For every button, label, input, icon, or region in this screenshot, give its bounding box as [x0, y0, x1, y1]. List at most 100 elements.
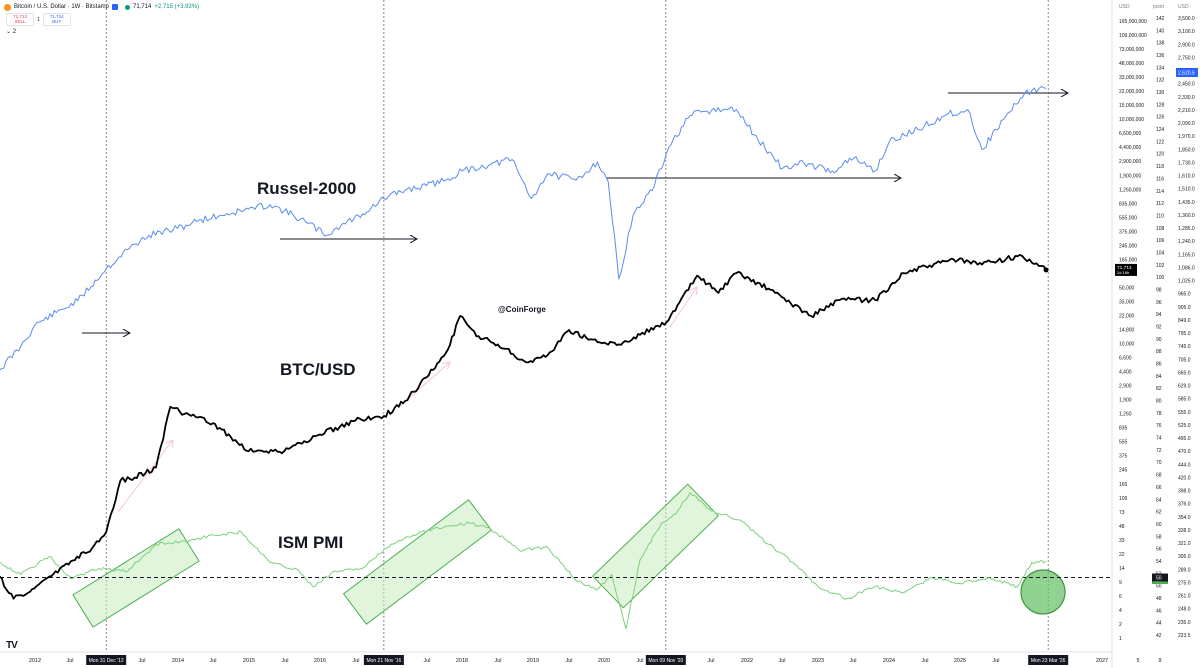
left-tick-label: 165,000,000	[1119, 19, 1147, 25]
pmi-tick-label: 132	[1156, 78, 1165, 84]
russell-tick-label: 495.0	[1178, 436, 1191, 442]
russell-tick-label: 321.0	[1178, 541, 1191, 547]
symbol-title[interactable]: Bitcoin / U.S. Dollar · 1W · Bitstamp	[14, 4, 110, 10]
btc-badge-value: 71,714	[1117, 265, 1132, 271]
highlight-circle	[1020, 569, 1066, 615]
left-tick-label: 48,000,000	[1119, 61, 1144, 67]
pmi-tick-label: 66	[1156, 485, 1162, 491]
x-tick-label: Jul	[992, 658, 999, 664]
russell-tick-label: 905.0	[1178, 305, 1191, 311]
symbol-header[interactable]: Bitcoin / U.S. Dollar · 1W · Bitstamp 71…	[4, 2, 199, 12]
trend-arrow-2	[669, 287, 697, 328]
left-tick-label: 9	[1119, 580, 1122, 586]
trade-buttons: 71,713 SELL 1 71,714 BUY	[6, 13, 71, 26]
pmi-tick-label: 42	[1156, 633, 1162, 639]
russell-tick-label: 1,610.0	[1178, 174, 1195, 180]
btc-badge	[1115, 263, 1137, 276]
tradingview-logo[interactable]: TV	[6, 640, 18, 651]
pmi-tick-label: 46	[1156, 608, 1162, 614]
left-tick-label: 33,000	[1119, 299, 1135, 305]
russell-tick-label: 629.0	[1178, 384, 1191, 390]
sell-button[interactable]: 71,713 SELL	[6, 13, 34, 26]
highlight-box-2	[591, 483, 720, 609]
russell-badge-value: 2,520.5	[1178, 71, 1195, 77]
btc-line	[0, 254, 1047, 600]
pmi-axis-unit: point	[1153, 4, 1164, 10]
russell-tick-label: 223.5	[1178, 633, 1191, 639]
russell-tick-label: 1,970.0	[1178, 134, 1195, 140]
date-badge-label: Mon 21 Nov '16	[366, 658, 401, 664]
pmi-highlight-boxes[interactable]	[72, 483, 1066, 628]
russell-tick-label: 376.0	[1178, 502, 1191, 508]
russell-tick-label: 2,330.0	[1178, 95, 1195, 101]
russell-tick-label: 470.0	[1178, 449, 1191, 455]
buy-price: 71,714	[49, 14, 64, 19]
buy-button[interactable]: 71,714 BUY	[42, 13, 71, 26]
russell-tick-label: 795.0	[1178, 331, 1191, 337]
x-tick-label: Jul	[778, 658, 785, 664]
russell-label: Russel-2000	[257, 179, 356, 198]
x-tick-label: 2025	[954, 658, 966, 664]
x-tick-label: 2019	[527, 658, 539, 664]
pmi-tick-label: 62	[1156, 510, 1162, 516]
russell-tick-label: 1,510.0	[1178, 187, 1195, 193]
pmi-tick-label: 58	[1156, 534, 1162, 540]
russell-tick-label: 1,025.0	[1178, 279, 1195, 285]
x-tick-label: 2022	[741, 658, 753, 664]
pmi-tick-label: 48	[1156, 596, 1162, 602]
indicators-toggle[interactable]: ⌄ 2	[6, 29, 17, 35]
pmi-tick-label: 120	[1156, 152, 1165, 158]
left-tick-label: 33	[1119, 538, 1125, 544]
left-tick-label: 165	[1119, 482, 1128, 488]
russell-line	[0, 86, 1047, 371]
left-tick-label: 555	[1119, 440, 1128, 446]
russell-tick-label: 1,165.0	[1178, 252, 1195, 258]
support-arrows[interactable]	[0, 93, 1112, 579]
pmi-tick-label: 92	[1156, 325, 1162, 331]
price-axes[interactable]: USD point USD 165,000,000 109,000,000 73,000,…	[1111, 0, 1198, 668]
x-tick-label: Jul	[281, 658, 288, 664]
russell-tick-label: 261.0	[1178, 594, 1191, 600]
russell-tick-label: 398.0	[1178, 489, 1191, 495]
left-tick-label: 109	[1119, 496, 1128, 502]
x-tick-label: 2027	[1096, 658, 1108, 664]
russell-tick-label: 3,500.0	[1178, 16, 1195, 22]
left-tick-label: 4,400,000	[1119, 145, 1141, 151]
russell-tick-label: 305.0	[1178, 554, 1191, 560]
russell-tick-label: 354.0	[1178, 515, 1191, 521]
pmi-tick-label: 116	[1156, 176, 1164, 182]
left-tick-label: 375,000	[1119, 229, 1137, 235]
russell-tick-label: 1,086.0	[1178, 265, 1195, 271]
time-axis[interactable]: 2012 Jul Jul 2014 Jul 2015 Jul 2016 Jul Jul 2018 Ju…	[0, 651, 1162, 665]
pmi-tick-label: 82	[1156, 386, 1162, 392]
x-tick-label: 2024	[883, 658, 895, 664]
russell-tick-label: 555.0	[1178, 410, 1191, 416]
left-tick-label: 73	[1119, 510, 1125, 516]
pmi-tick-label: 108	[1156, 226, 1165, 232]
left-tick-label: 4	[1119, 608, 1122, 614]
russell-tick-label: 1,240.0	[1178, 239, 1195, 245]
russell-tick-label: 1,730.0	[1178, 160, 1195, 166]
pmi-label: ISM PMI	[278, 533, 343, 552]
pmi-tick-label: 128	[1156, 102, 1165, 108]
left-tick-label: 14,800	[1119, 328, 1135, 334]
russell-tick-label: 248.0	[1178, 607, 1191, 613]
pmi-tick-label: 126	[1156, 115, 1165, 121]
left-tick-label: 15,000,000	[1119, 103, 1144, 109]
russell-badge	[1176, 68, 1198, 77]
btc-last-dot	[1043, 267, 1049, 273]
left-tick-label: 4,400	[1119, 370, 1132, 376]
date-badge	[363, 655, 404, 665]
x-tick-label: Jul	[565, 658, 572, 664]
date-badge-label: Mon 23 Mar '26	[1031, 658, 1066, 664]
left-tick-label: 1,260	[1119, 412, 1132, 418]
x-tick-label: Jul	[138, 658, 145, 664]
btc-badge-sub: 2d 16h	[1117, 270, 1129, 275]
left-tick-label: 10,000,000	[1119, 117, 1144, 123]
buy-label: BUY	[52, 19, 62, 24]
russell-tick-label: 665.0	[1178, 370, 1191, 376]
left-tick-label: 6,600,000	[1119, 131, 1141, 137]
russell-tick-label: 1,285.0	[1178, 226, 1195, 232]
pmi-tick-label: 80	[1156, 399, 1162, 405]
russell-tick-label: 585.0	[1178, 397, 1191, 403]
